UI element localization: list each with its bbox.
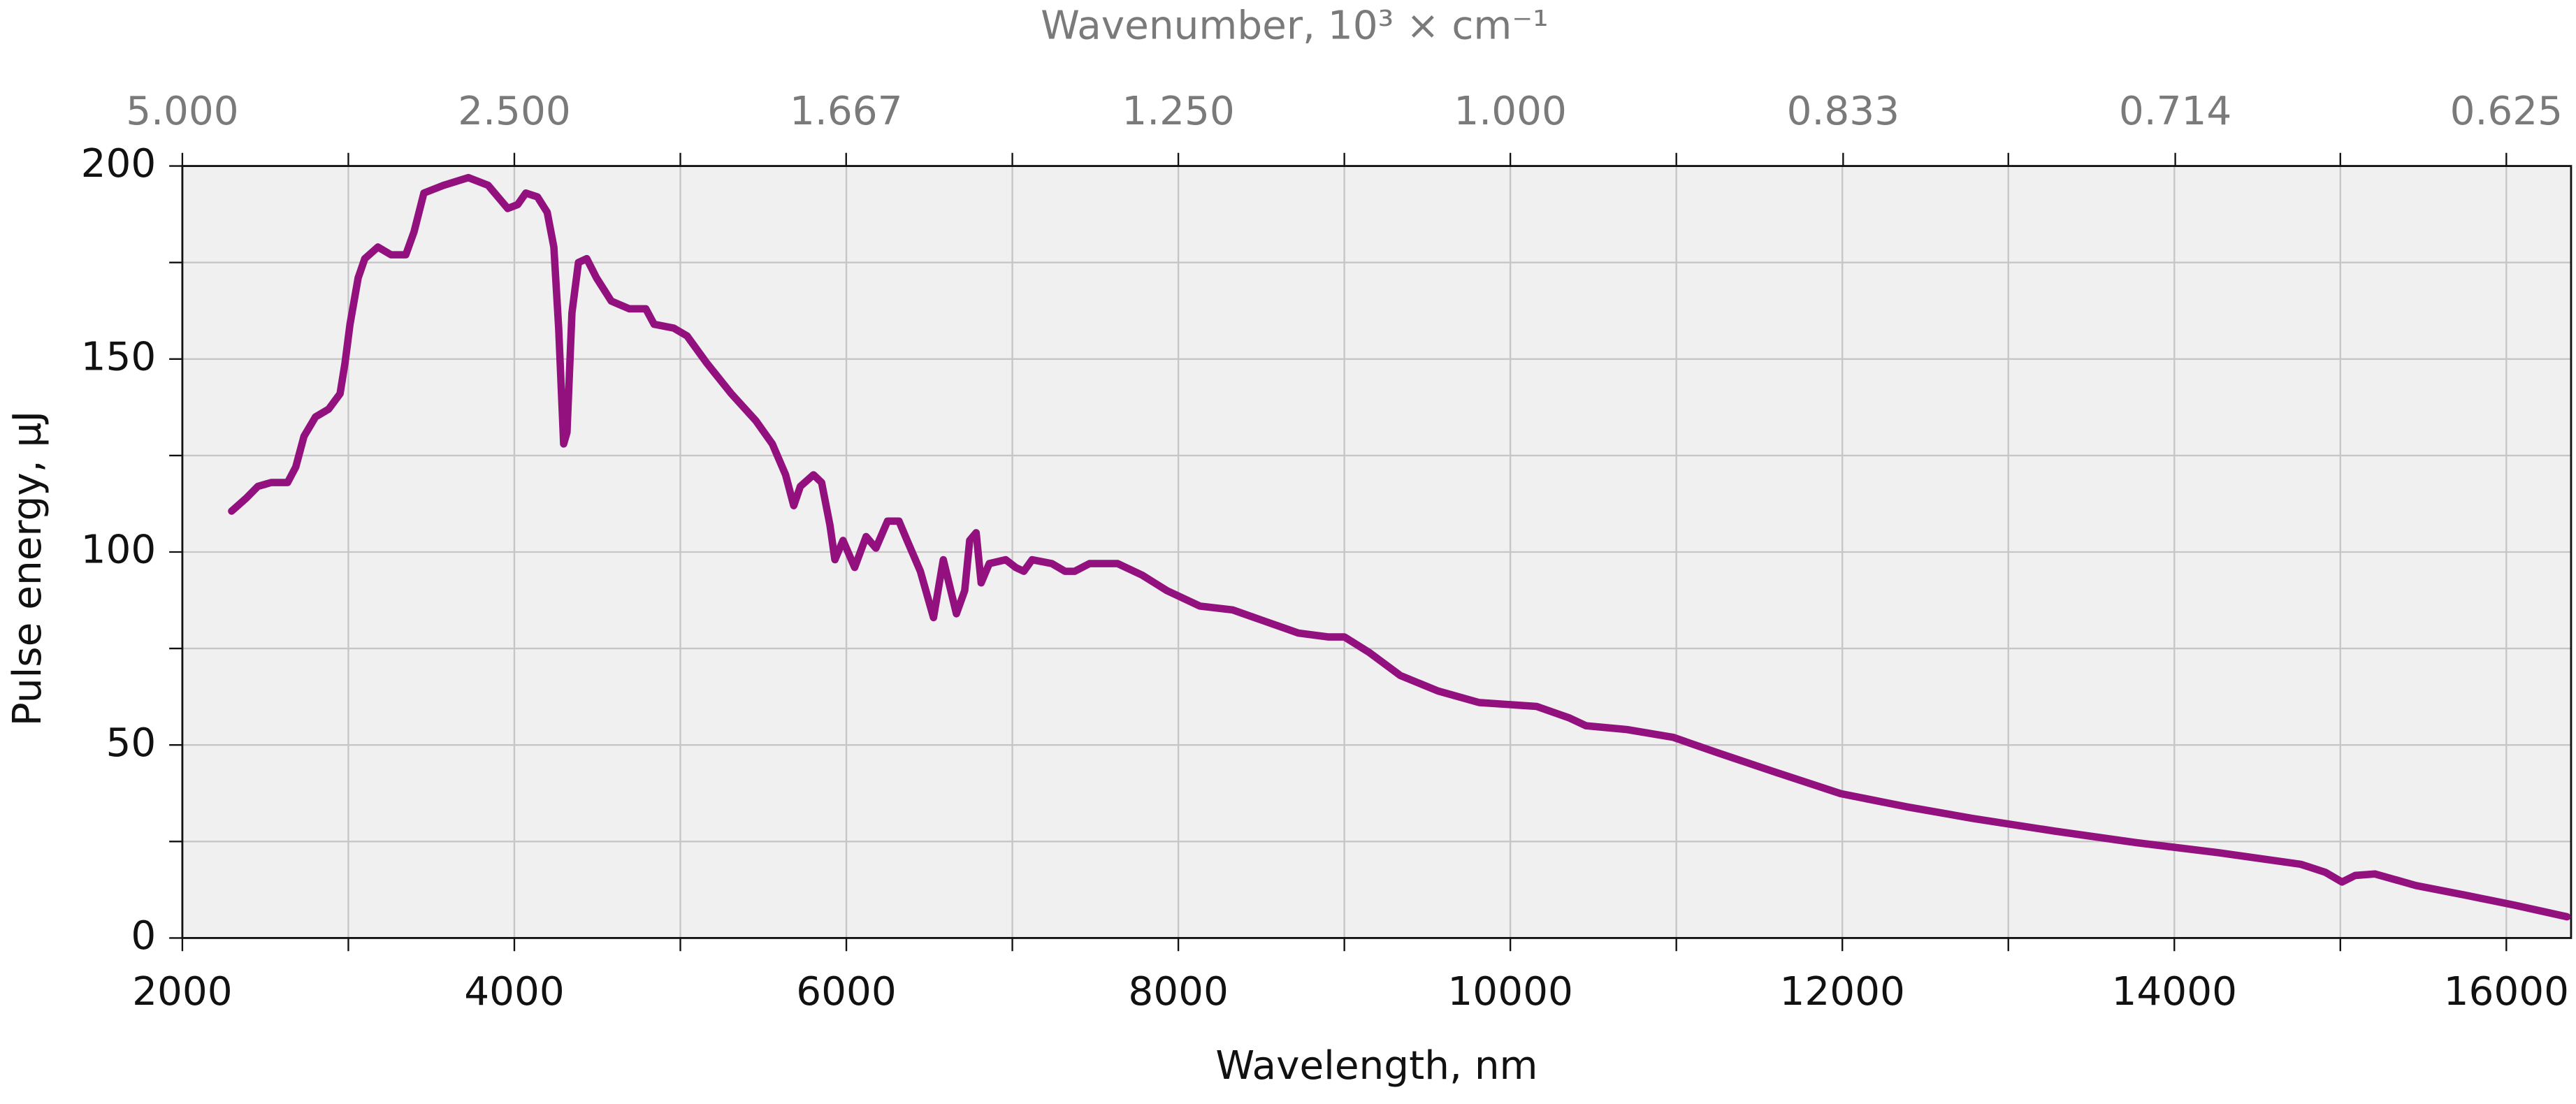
x-tick-label: 12000 [1779,969,1904,1015]
x-tick-label: 8000 [1128,969,1229,1015]
y-tick-label: 150 [81,334,157,379]
x2-tick-label: 0.714 [2119,89,2231,134]
x2-tick-label: 0.625 [2450,89,2563,134]
plot-frame [181,165,2573,939]
x2-tick-label: 0.833 [1787,89,1900,134]
x2-tick-label: 1.667 [790,89,902,134]
x-tick-label: 16000 [2444,969,2569,1015]
x-tick-label: 4000 [464,969,565,1015]
x-tick-label: 10000 [1447,969,1572,1015]
x-axis-label: Wavelength, nm [1215,1043,1537,1089]
x2-tick-label: 5.000 [126,89,238,134]
x2-tick-label: 1.000 [1454,89,1566,134]
x2-axis-label: Wavenumber, 10³ × cm⁻¹ [1041,3,1549,49]
y-tick-label: 50 [106,720,157,766]
y-tick-label: 100 [81,528,157,573]
x-tick-label: 2000 [132,969,233,1015]
x2-tick-label: 1.250 [1122,89,1234,134]
y-tick-label: 0 [131,913,156,959]
y-axis-label: Pulse energy, µJ [5,411,50,726]
x-tick-label: 14000 [2112,969,2237,1015]
x-tick-label: 6000 [796,969,897,1015]
x2-tick-label: 2.500 [458,89,570,134]
y-tick-label: 200 [81,141,157,187]
data-line [228,173,2571,921]
